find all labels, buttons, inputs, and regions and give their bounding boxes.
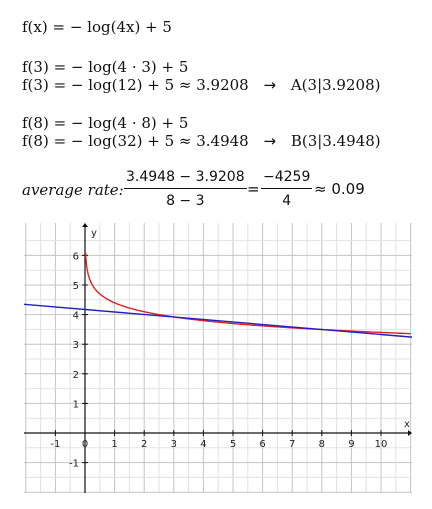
grid: [24, 223, 412, 493]
x-axis-arrow: [408, 430, 412, 436]
fraction-1-denominator: 8 − 3: [166, 193, 205, 209]
function-definition: f(x) = − log(4x) + 5: [22, 18, 172, 36]
y-tick-label: -1: [69, 459, 79, 470]
x-tick-label: 10: [375, 439, 388, 450]
curves: [24, 252, 412, 338]
y-axis-label: y: [91, 228, 97, 239]
axes: xy: [24, 223, 412, 493]
x-tick-label: 6: [259, 439, 265, 450]
y-tick-label: 6: [73, 251, 79, 262]
secant-line: [24, 303, 412, 338]
block-a-line1-text: f(3) = − log(4 · 3) + 5: [22, 58, 189, 76]
y-tick-label: 2: [73, 370, 79, 381]
equals-sign: =: [247, 180, 260, 198]
fraction-1: 3.4948 − 3.9208 8 − 3: [124, 169, 247, 209]
arrow-icon: →: [263, 76, 277, 94]
approx-value: ≈ 0.09: [314, 180, 365, 198]
block-a-line2-text: f(3) = − log(12) + 5 ≈ 3.9208: [22, 76, 249, 94]
block-a-line1: f(3) = − log(4 · 3) + 5: [22, 58, 188, 76]
x-tick-label: 0: [82, 439, 88, 450]
function-curve: [84, 252, 411, 335]
x-tick-label: 2: [141, 439, 147, 450]
y-tick-label: 4: [73, 311, 79, 322]
fraction-1-numerator: 3.4948 − 3.9208: [124, 169, 247, 189]
block-b-line1: f(8) = − log(4 · 8) + 5: [22, 114, 188, 132]
average-rate-label: average rate:: [22, 181, 124, 199]
x-tick-label: -1: [50, 439, 60, 450]
block-a-line2: f(3) = − log(12) + 5 ≈ 3.9208 → A(3|3.92…: [22, 76, 380, 94]
x-tick-label: 3: [171, 439, 177, 450]
function-definition-text: f(x) = − log(4x) + 5: [22, 18, 172, 36]
average-rate-label-text: average rate:: [22, 181, 124, 199]
x-tick-label: 1: [111, 439, 117, 450]
x-axis-label: x: [404, 419, 410, 430]
y-tick-label: 5: [73, 281, 79, 292]
arrow-icon: →: [263, 132, 277, 150]
block-b-line2-text: f(8) = − log(32) + 5 ≈ 3.4948: [22, 132, 249, 150]
x-tick-label: 7: [289, 439, 295, 450]
x-tick-label: 9: [348, 439, 354, 450]
fraction-2-numerator: −4259: [261, 169, 313, 189]
x-tick-label: 5: [230, 439, 236, 450]
x-tick-label: 8: [319, 439, 325, 450]
point-a-label: A(3|3.9208): [290, 76, 381, 94]
block-b-line2: f(8) = − log(32) + 5 ≈ 3.4948 → B(3|3.49…: [22, 132, 381, 150]
x-tick-label: 4: [200, 439, 206, 450]
fraction-2-denominator: 4: [282, 193, 292, 209]
y-axis-arrow: [82, 223, 88, 227]
point-b-label: B(3|3.4948): [290, 132, 381, 150]
y-tick-label: 1: [73, 399, 79, 410]
y-tick-label: 3: [73, 340, 79, 351]
fraction-2: −4259 4: [261, 169, 313, 209]
block-b-line1-text: f(8) = − log(4 · 8) + 5: [22, 114, 189, 132]
